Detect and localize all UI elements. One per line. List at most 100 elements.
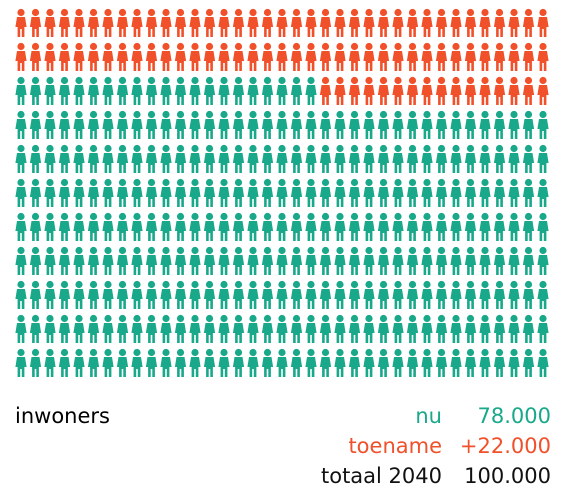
person-head: [408, 314, 417, 323]
person-head: [336, 76, 344, 85]
person-head: [118, 246, 127, 255]
person-icon: [348, 212, 361, 241]
person-body: [58, 85, 71, 105]
person-head: [147, 8, 156, 17]
person-head: [524, 144, 533, 153]
person-body: [174, 85, 187, 105]
person-body: [145, 255, 158, 275]
person-icon: [247, 144, 259, 173]
person-head: [75, 212, 83, 221]
person-body: [261, 255, 274, 275]
person-icon: [15, 212, 27, 241]
person-head: [234, 280, 243, 289]
person-body: [392, 357, 404, 377]
person-head: [60, 280, 69, 289]
person-head: [176, 348, 185, 357]
person-body: [479, 85, 491, 105]
person-icon: [377, 280, 390, 309]
person-head: [495, 212, 504, 221]
person-head: [118, 212, 127, 221]
person-icon: [232, 76, 245, 105]
person-head: [263, 212, 272, 221]
person-body: [348, 255, 361, 275]
person-icon: [15, 76, 27, 105]
person-body: [203, 153, 216, 173]
person-head: [307, 8, 315, 17]
person-body: [319, 17, 332, 37]
person-icon: [522, 110, 535, 139]
person-body: [348, 187, 361, 207]
person-body: [58, 153, 71, 173]
person-head: [524, 76, 533, 85]
person-head: [481, 280, 489, 289]
person-icon: [290, 280, 303, 309]
person-icon: [87, 144, 100, 173]
pictogram-grid: [15, 8, 549, 377]
person-head: [379, 246, 388, 255]
person-head: [46, 144, 54, 153]
person-icon: [392, 212, 404, 241]
person-body: [537, 289, 549, 309]
person-head: [60, 144, 69, 153]
person-head: [365, 110, 373, 119]
person-body: [174, 51, 187, 71]
person-icon: [203, 42, 216, 71]
person-body: [247, 85, 259, 105]
person-head: [408, 246, 417, 255]
person-body: [15, 357, 27, 377]
person-head: [191, 76, 199, 85]
person-icon: [537, 76, 549, 105]
person-icon: [73, 144, 85, 173]
person-body: [102, 221, 114, 241]
person-body: [160, 85, 172, 105]
person-body: [334, 51, 346, 71]
person-icon: [290, 42, 303, 71]
person-head: [307, 348, 315, 357]
person-head: [249, 8, 257, 17]
person-body: [334, 255, 346, 275]
person-body: [305, 323, 317, 343]
person-body: [116, 51, 129, 71]
person-head: [307, 42, 315, 51]
person-body: [276, 357, 288, 377]
person-body: [87, 255, 100, 275]
person-body: [160, 357, 172, 377]
person-head: [162, 314, 170, 323]
person-head: [162, 144, 170, 153]
person-icon: [232, 178, 245, 207]
person-head: [31, 212, 40, 221]
person-head: [234, 110, 243, 119]
person-body: [58, 119, 71, 139]
person-body: [218, 85, 230, 105]
person-body: [464, 255, 477, 275]
person-body: [377, 255, 390, 275]
person-body: [522, 289, 535, 309]
person-icon: [145, 178, 158, 207]
legend-title: inwoners: [15, 404, 110, 428]
person-body: [392, 51, 404, 71]
person-icon: [131, 280, 143, 309]
person-icon: [29, 144, 42, 173]
person-head: [133, 314, 141, 323]
person-icon: [334, 144, 346, 173]
person-icon: [435, 178, 448, 207]
person-icon: [203, 314, 216, 343]
person-body: [203, 17, 216, 37]
person-body: [116, 357, 129, 377]
person-body: [58, 51, 71, 71]
person-body: [290, 289, 303, 309]
person-body: [377, 289, 390, 309]
person-head: [466, 8, 475, 17]
person-icon: [377, 314, 390, 343]
person-head: [75, 8, 83, 17]
person-head: [452, 348, 460, 357]
person-head: [437, 348, 446, 357]
person-icon: [392, 348, 404, 377]
person-body: [276, 17, 288, 37]
person-head: [292, 110, 301, 119]
person-head: [292, 178, 301, 187]
person-body: [508, 119, 520, 139]
person-icon: [261, 8, 274, 37]
person-head: [89, 348, 98, 357]
person-body: [348, 17, 361, 37]
